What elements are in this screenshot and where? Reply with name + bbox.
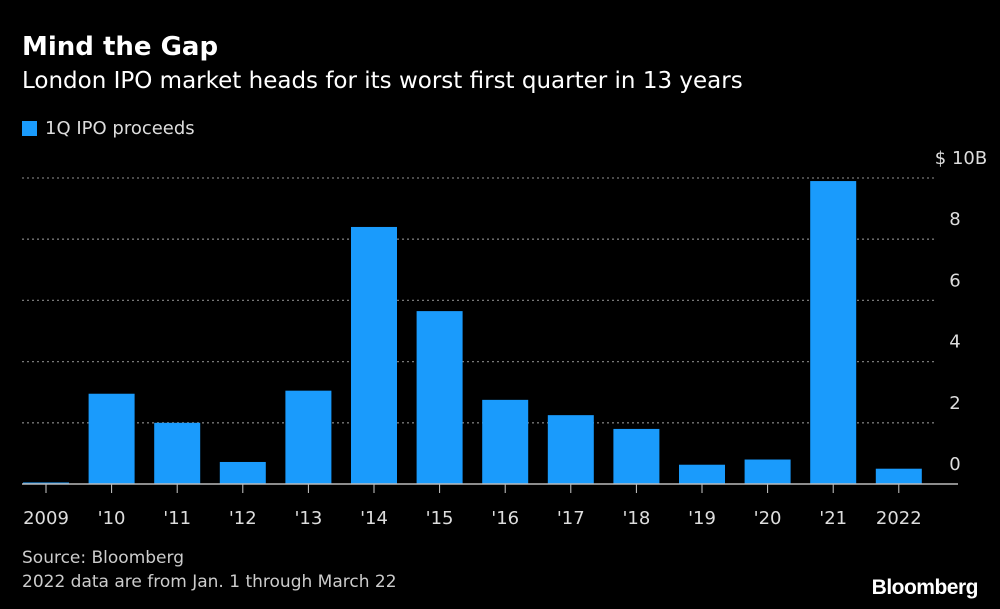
bar	[88, 393, 135, 484]
x-tick-label: 2022	[876, 508, 922, 529]
bar	[482, 399, 529, 484]
legend-swatch	[22, 121, 37, 136]
bar	[875, 468, 922, 484]
x-tick-label: 2009	[23, 508, 69, 529]
x-tick-label: '21	[819, 508, 847, 529]
x-tick-label: '10	[98, 508, 126, 529]
x-tick-label: '13	[294, 508, 322, 529]
y-tick-label: $ 10B	[935, 148, 987, 169]
bar	[23, 482, 69, 484]
bar	[416, 311, 463, 484]
bar	[679, 464, 725, 484]
x-tick-label: '19	[688, 508, 716, 529]
y-tick-label: 8	[949, 209, 960, 230]
bar	[154, 422, 201, 484]
x-tick-label: '11	[163, 508, 191, 529]
bloomberg-logo: Bloomberg	[871, 576, 979, 599]
x-tick-label: '17	[557, 508, 585, 529]
x-tick-label: '15	[426, 508, 454, 529]
y-tick-label: 2	[949, 393, 960, 414]
y-tick-label: 6	[949, 270, 960, 291]
bar	[219, 461, 266, 484]
chart-subtitle: London IPO market heads for its worst fi…	[22, 68, 743, 94]
bar	[351, 226, 397, 484]
y-tick-label: 0	[949, 454, 960, 475]
legend-label: 1Q IPO proceeds	[45, 118, 195, 139]
data-note: 2022 data are from Jan. 1 through March …	[22, 572, 397, 592]
legend: 1Q IPO proceeds	[22, 118, 195, 139]
bar	[547, 415, 594, 484]
x-tick-label: '14	[360, 508, 388, 529]
x-tick-label: '18	[622, 508, 650, 529]
x-tick-label: '20	[754, 508, 782, 529]
bar	[613, 428, 660, 484]
bar	[744, 459, 791, 484]
footnotes: Source: Bloomberg 2022 data are from Jan…	[22, 546, 397, 594]
x-tick-label: '12	[229, 508, 257, 529]
bar	[810, 181, 857, 484]
chart-title: Mind the Gap	[22, 32, 219, 62]
source-note: Source: Bloomberg	[22, 548, 184, 568]
bar	[285, 390, 332, 484]
x-tick-label: '16	[491, 508, 519, 529]
y-tick-label: 4	[949, 332, 960, 353]
